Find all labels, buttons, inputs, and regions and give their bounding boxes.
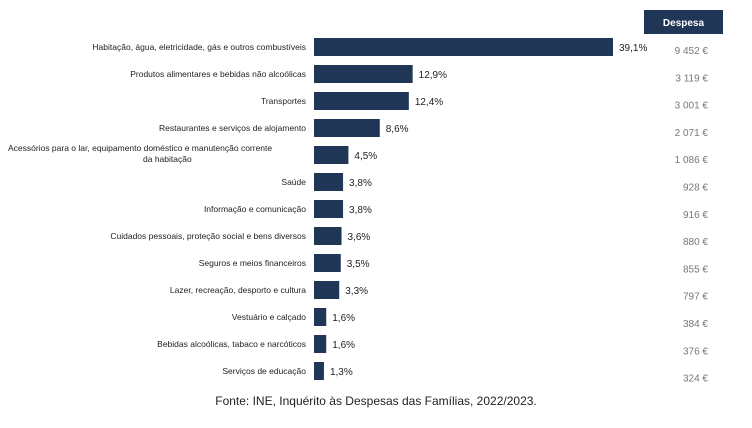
category-label: Seguros e meios financeiros (199, 258, 306, 268)
bar (314, 254, 341, 272)
value-label: 4,5% (354, 151, 377, 162)
value-label: 3,5% (347, 259, 370, 270)
bar (314, 335, 327, 353)
category-label: Transportes (261, 96, 306, 106)
bar (314, 119, 380, 137)
expense-value: 3 119 € (675, 73, 708, 84)
despesa-header (644, 10, 723, 34)
expense-value: 324 € (683, 374, 708, 385)
expense-value: 797 € (683, 292, 708, 303)
bar (314, 362, 324, 380)
value-label: 3,8% (349, 178, 372, 189)
bar (314, 92, 409, 110)
expense-value: 384 € (683, 319, 708, 330)
category-label: Produtos alimentares e bebidas não alcoó… (130, 69, 306, 79)
bar (314, 308, 327, 326)
bar (314, 227, 342, 245)
expense-bar-chart: Despesa Habitação, água, eletricidade, gá… (8, 10, 723, 385)
expense-value: 880 € (683, 237, 708, 248)
category-label: Restaurantes e serviços de alojamento (159, 123, 306, 133)
category-label: Cuidados pessoais, proteção social e ben… (110, 231, 306, 241)
value-label: 8,6% (386, 124, 409, 135)
bar (314, 281, 340, 299)
category-label: Vestuário e calçado (232, 312, 306, 322)
expense-value: 1 086 € (675, 155, 709, 166)
expense-value: 855 € (683, 264, 708, 275)
bar (314, 65, 413, 83)
value-label: 12,9% (419, 70, 447, 81)
category-label: Bebidas alcoólicas, tabaco e narcóticos (157, 339, 306, 349)
value-label: 39,1% (619, 43, 647, 54)
expense-value: 928 € (683, 183, 708, 194)
category-label: Lazer, recreação, desporto e cultura (170, 285, 306, 295)
expense-value: 916 € (683, 210, 708, 221)
source-note: Fonte: INE, Inquérito às Despesas das Fa… (215, 394, 537, 408)
category-label-line: Acessórios para o lar, equipamento domés… (8, 143, 272, 153)
despesa-header-label: Despesa (663, 18, 705, 29)
bar (314, 200, 344, 218)
category-label: Acessórios para o lar, equipamento domés… (8, 143, 272, 164)
category-label: Informação e comunicação (204, 204, 306, 214)
expense-value: 2 071 € (675, 128, 709, 139)
bar (314, 173, 344, 191)
value-label: 3,6% (348, 232, 371, 243)
expense-value: 3 001 € (675, 101, 709, 112)
expense-value: 376 € (683, 346, 708, 357)
value-label: 1,3% (330, 367, 353, 378)
category-label-line: da habitação (143, 154, 192, 164)
bar (314, 146, 349, 164)
value-label: 3,3% (345, 286, 368, 297)
category-label: Serviços de educação (222, 366, 306, 376)
value-label: 3,8% (349, 205, 372, 216)
expense-value: 9 452 € (675, 46, 709, 57)
value-label: 1,6% (332, 313, 355, 324)
value-label: 12,4% (415, 97, 443, 108)
value-label: 1,6% (332, 340, 355, 351)
category-label: Saúde (281, 177, 306, 187)
bar (314, 38, 613, 56)
category-label: Habitação, água, eletricidade, gás e out… (92, 42, 306, 52)
